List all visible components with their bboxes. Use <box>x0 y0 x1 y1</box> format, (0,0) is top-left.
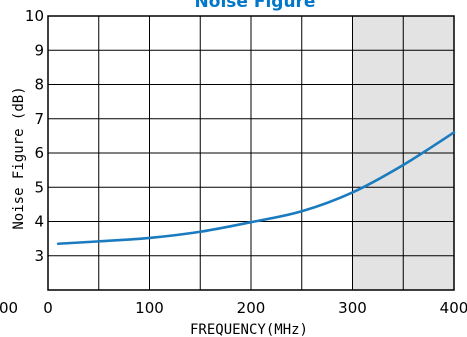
x-extra-tick-label: 00 <box>0 299 18 317</box>
x-tick-label: 100 <box>135 299 164 317</box>
x-tick-label: 300 <box>338 299 367 317</box>
plot-frame <box>47 15 455 291</box>
y-tick-label: 4 <box>34 213 44 231</box>
y-tick-label: 5 <box>34 178 44 196</box>
y-tick-label: 8 <box>34 76 44 94</box>
y-tick-label: 10 <box>25 7 44 25</box>
x-tick-label: 0 <box>43 299 53 317</box>
y-tick-label: 6 <box>34 144 44 162</box>
x-tick-labels: 0 100 200 300 400 <box>43 299 467 317</box>
x-tick-label: 400 <box>440 299 467 317</box>
y-tick-label: 7 <box>34 110 44 128</box>
x-tick-label: 200 <box>237 299 266 317</box>
y-axis-label: Noise Figure (dB) <box>11 86 27 229</box>
x-axis-label: FREQUENCY(MHz) <box>190 322 308 337</box>
y-tick-label: 3 <box>34 247 44 265</box>
grid-lines <box>48 16 454 290</box>
y-tick-label: 9 <box>34 41 44 59</box>
y-tick-labels: 3 4 5 6 7 8 9 10 <box>25 7 44 265</box>
chart-title: Noise Figure <box>195 0 316 12</box>
noise-figure-series-line <box>56 131 456 246</box>
